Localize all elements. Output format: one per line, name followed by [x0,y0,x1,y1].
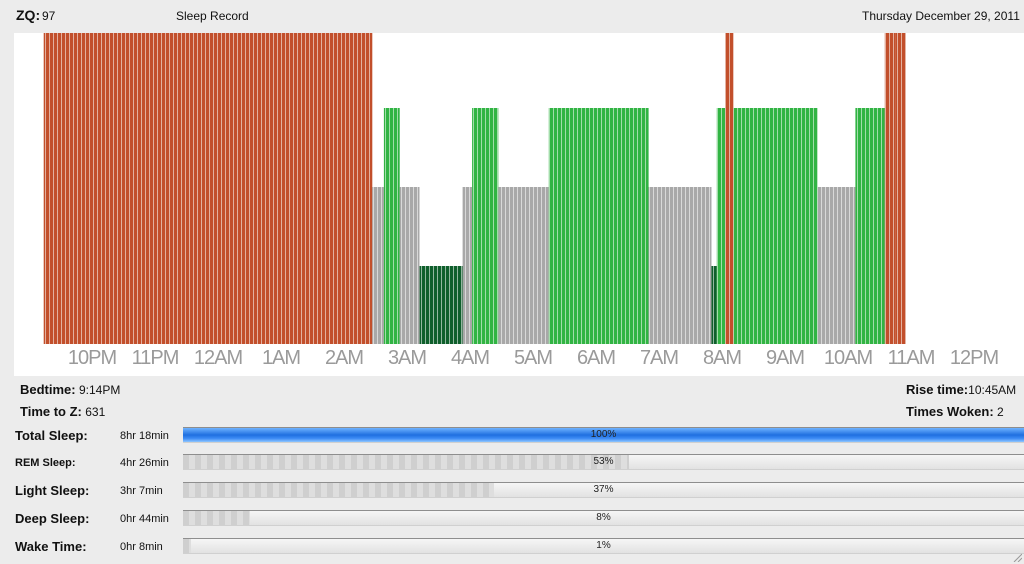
stat-row-total-sleep: Total Sleep: 8hr 18min 100% [0,424,1024,448]
segment-stripes [895,33,906,344]
stat-label: REM Sleep: [15,457,76,469]
segment-stripes [372,187,384,344]
zq-label: ZQ: [16,7,41,23]
segment-stripes [725,33,734,344]
stat-label: Light Sleep: [15,483,90,498]
segment-stripes [43,33,373,344]
x-tick-label: 2AM [324,347,364,369]
time-to-z-label: Time to Z: [20,404,82,419]
x-tick-label: 12AM [193,347,243,369]
segment-stripes [548,108,649,344]
rise-time-label: Rise time: [906,382,969,397]
segment-stripes [399,187,420,344]
progress-bar: 37% [183,482,1024,498]
progress-percent: 1% [596,540,611,551]
stat-row-rem-sleep: REM Sleep: 4hr 26min 53% [0,451,1024,475]
hypnogram-svg [43,33,906,344]
stat-row-light-sleep: Light Sleep: 3hr 7min 37% [0,479,1024,503]
segment-stripes [733,108,739,344]
stat-time: 0hr 44min [120,513,169,525]
x-tick-label: 11AM [887,347,936,369]
x-tick-label: 12PM [949,347,999,369]
stat-time: 3hr 7min [120,485,163,497]
time-to-z-info: Time to Z: 631 [20,404,105,419]
progress-fill [183,483,495,497]
progress-fill [183,455,629,469]
progress-bar: 100% [183,427,1024,443]
progress-bar: 53% [183,454,1024,470]
segment-stripes [472,108,499,344]
times-woken-value: 2 [997,405,1004,419]
progress-percent: 100% [590,429,617,440]
x-tick-label: 10AM [823,347,873,369]
rise-time-value: 10:45AM [968,383,1017,397]
stat-label: Total Sleep: [15,428,88,443]
segment-stripes [716,108,726,344]
segment-stripes [738,108,818,344]
segment-stripes [462,187,473,344]
times-woken-info: Times Woken: 2 [906,404,1004,419]
stat-label: Wake Time: [15,539,87,554]
stat-row-wake-time: Wake Time: 0hr 8min 1% [0,535,1024,559]
bedtime-label: Bedtime: [20,382,76,397]
page-title: Sleep Record [176,9,249,23]
segment-stripes [383,108,400,344]
bedtime-value: 9:14PM [78,383,121,397]
progress-percent: 53% [593,456,614,467]
resize-grip-icon[interactable] [1012,552,1022,562]
rise-time-info: Rise time:10:45AM [906,382,1016,397]
stat-time: 8hr 18min [120,430,169,442]
progress-fill [183,428,1024,442]
x-tick-label: 4AM [450,347,490,369]
segment-stripes [711,266,717,344]
segment-stripes [855,108,885,344]
progress-bar: 8% [183,510,1024,526]
bedtime-info: Bedtime: 9:14PM [20,382,120,397]
x-tick-label: 8AM [702,347,742,369]
stat-row-deep-sleep: Deep Sleep: 0hr 44min 8% [0,507,1024,531]
x-tick-label: 11PM [131,347,180,369]
x-tick-label: 9AM [765,347,805,369]
progress-bar: 1% [183,538,1024,554]
x-tick-label: 7AM [639,347,679,369]
x-tick-label: 6AM [576,347,616,369]
segment-stripes [817,187,856,344]
progress-fill [183,511,251,525]
x-tick-label: 1AM [261,347,301,369]
zq-value: 97 [42,9,56,23]
hypnogram-chart[interactable]: 10PM 11PM 12AM 1AM 2AM 3AM 4AM 5AM 6AM 7AM 8AM 9AM 1… [14,33,1024,376]
time-to-z-value: 631 [85,405,106,419]
times-woken-label: Times Woken: [906,404,994,419]
x-tick-label: 10PM [67,347,117,369]
stat-label: Deep Sleep: [15,511,90,526]
x-tick-label: 3AM [387,347,427,369]
segment-stripes [498,187,549,344]
x-tick-label: 5AM [513,347,553,369]
progress-fill [183,539,192,553]
progress-percent: 8% [596,512,611,523]
progress-percent: 37% [593,484,614,495]
segment-stripes [648,187,712,344]
stat-time: 0hr 8min [120,541,163,553]
stat-time: 4hr 26min [120,457,169,469]
segment-stripes [884,33,896,344]
segment-stripes [419,266,463,344]
record-date: Thursday December 29, 2011 [862,9,1020,23]
